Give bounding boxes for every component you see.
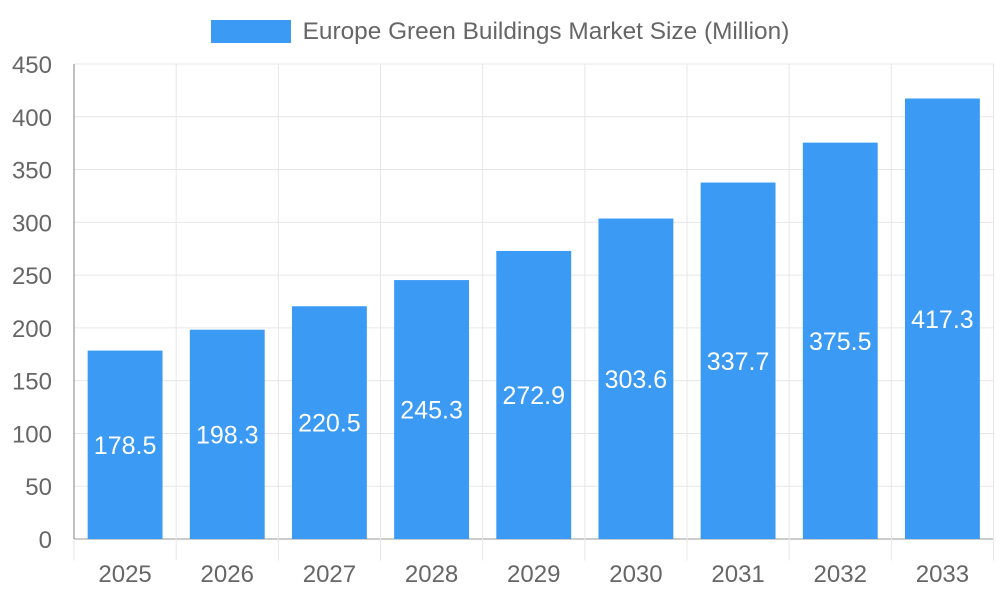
svg-text:2031: 2031 bbox=[711, 561, 764, 588]
svg-text:2025: 2025 bbox=[98, 561, 151, 588]
svg-text:375.5: 375.5 bbox=[809, 328, 872, 356]
svg-text:200: 200 bbox=[12, 316, 52, 343]
svg-text:417.3: 417.3 bbox=[911, 306, 974, 334]
svg-text:272.9: 272.9 bbox=[502, 382, 565, 410]
svg-text:300: 300 bbox=[12, 210, 52, 237]
svg-text:0: 0 bbox=[39, 527, 52, 554]
svg-text:400: 400 bbox=[12, 105, 52, 132]
svg-text:450: 450 bbox=[12, 52, 52, 79]
svg-text:245.3: 245.3 bbox=[400, 397, 463, 425]
svg-text:2030: 2030 bbox=[609, 561, 662, 588]
svg-text:150: 150 bbox=[12, 369, 52, 396]
svg-text:2028: 2028 bbox=[405, 561, 458, 588]
svg-text:50: 50 bbox=[25, 474, 52, 501]
svg-text:100: 100 bbox=[12, 421, 52, 448]
svg-text:2026: 2026 bbox=[201, 561, 254, 588]
svg-text:250: 250 bbox=[12, 263, 52, 290]
svg-text:2032: 2032 bbox=[814, 561, 867, 588]
svg-text:337.7: 337.7 bbox=[707, 348, 770, 376]
svg-text:2029: 2029 bbox=[507, 561, 560, 588]
svg-text:220.5: 220.5 bbox=[298, 410, 361, 438]
svg-text:198.3: 198.3 bbox=[196, 421, 259, 449]
svg-text:2033: 2033 bbox=[916, 561, 969, 588]
svg-text:2027: 2027 bbox=[303, 561, 356, 588]
svg-text:178.5: 178.5 bbox=[94, 432, 157, 460]
svg-text:350: 350 bbox=[12, 158, 52, 185]
svg-text:303.6: 303.6 bbox=[605, 366, 668, 394]
